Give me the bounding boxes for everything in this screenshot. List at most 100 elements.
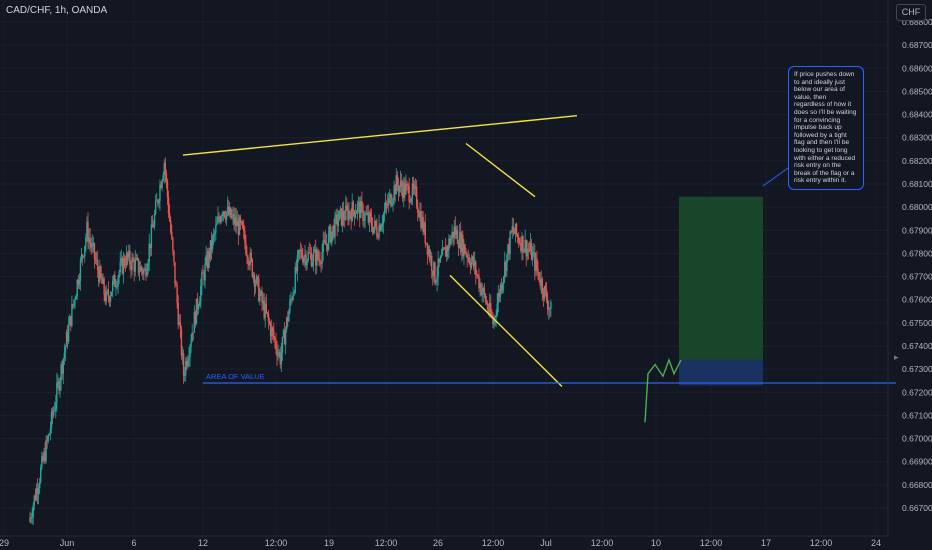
- candle-body: [254, 283, 257, 287]
- candle-body: [381, 223, 383, 227]
- candle-body: [469, 263, 472, 268]
- currency-button[interactable]: CHF: [896, 4, 926, 21]
- candle-body: [419, 211, 421, 218]
- candle-body: [193, 312, 196, 333]
- candle-body: [449, 238, 451, 245]
- candle-body: [51, 411, 54, 416]
- price-axis[interactable]: 0.68800 0.68700 0.68600 0.68500 0.68400 0.683…: [887, 0, 932, 536]
- candle-body: [500, 284, 503, 291]
- candle-body: [101, 276, 103, 284]
- candle-body: [175, 283, 177, 287]
- candle-body: [380, 226, 382, 231]
- candle-body: [472, 256, 475, 267]
- candle-body: [194, 312, 197, 325]
- candle-body: [128, 250, 130, 258]
- area-of-value-label: AREA OF VALUE: [206, 372, 265, 381]
- candle-body: [122, 258, 125, 274]
- candle-body: [383, 210, 386, 215]
- candle-body: [134, 259, 136, 272]
- candle-body: [433, 262, 435, 277]
- price-tick-label: 0.68100: [902, 179, 932, 189]
- price-tick-label: 0.66800: [902, 480, 932, 490]
- candle-body: [304, 254, 306, 258]
- candle-body: [436, 276, 438, 282]
- candle-body: [458, 232, 461, 248]
- candle-body: [263, 300, 265, 318]
- time-tick-label: 19: [324, 538, 334, 548]
- analysis-note[interactable]: If price pushes down to and ideally just…: [788, 66, 864, 190]
- candle-body: [195, 298, 198, 325]
- candle-body: [30, 517, 32, 519]
- candle-body: [354, 213, 357, 218]
- candle-body: [135, 258, 138, 260]
- candle-body: [547, 300, 549, 310]
- price-tick-label: 0.67000: [902, 434, 932, 444]
- candle-body: [402, 187, 404, 198]
- candle-body: [42, 456, 44, 461]
- candle-body: [244, 230, 246, 243]
- candle-body: [61, 364, 63, 374]
- candle-body: [342, 210, 345, 219]
- price-tick-label: 0.68200: [902, 156, 932, 166]
- time-tick-label: 10: [651, 538, 661, 548]
- candle-body: [511, 226, 513, 233]
- time-axis[interactable]: 29 Jun 6 12 12:00 19 12:00 26 12:00 Jul 12:00 10 12:…: [0, 535, 888, 548]
- price-tick-label: 0.67500: [902, 318, 932, 328]
- candle-body: [373, 226, 375, 233]
- candle-body: [407, 184, 409, 186]
- candle-body: [439, 257, 441, 263]
- candle-body: [481, 292, 483, 296]
- candle-body: [453, 226, 455, 238]
- candle-body: [530, 243, 533, 260]
- candle-body: [38, 482, 41, 489]
- scroll-right-icon[interactable]: ▸: [894, 352, 899, 362]
- candle-body: [270, 327, 273, 337]
- candle-body: [312, 251, 315, 262]
- candle-body: [537, 268, 539, 273]
- candle-body: [457, 244, 460, 248]
- candle-body: [71, 304, 73, 326]
- candle-body: [455, 230, 458, 236]
- candle-body: [403, 182, 405, 198]
- candle-body: [266, 312, 269, 314]
- candle-body: [356, 203, 359, 213]
- candle-body: [392, 199, 394, 204]
- time-tick-label: 12:00: [375, 538, 398, 548]
- candle-body: [319, 259, 321, 264]
- symbol-header[interactable]: CAD/CHF, 1h, OANDA: [6, 5, 108, 16]
- candle-body: [391, 203, 393, 206]
- price-tick-label: 0.68000: [902, 202, 932, 212]
- candle-body: [105, 291, 107, 302]
- candle-body: [405, 184, 407, 195]
- candle-body: [75, 295, 77, 300]
- candle-body: [252, 274, 255, 277]
- candle-body: [63, 352, 66, 359]
- candle-body: [220, 216, 222, 223]
- candle-body: [149, 243, 151, 249]
- candle-body: [345, 205, 347, 220]
- candle-body: [224, 216, 227, 220]
- candle-body: [52, 410, 55, 416]
- candle-body: [250, 252, 252, 260]
- candle-body: [292, 293, 294, 300]
- candle-body: [310, 253, 313, 267]
- candle-body: [133, 261, 135, 272]
- candle-body: [57, 381, 59, 383]
- candle-body: [431, 255, 433, 272]
- candle-body: [538, 272, 540, 281]
- candle-body: [370, 217, 373, 227]
- candle-body: [229, 207, 231, 215]
- long-position-stop-zone: [679, 359, 763, 386]
- candle-body: [182, 353, 185, 376]
- candle-body: [236, 220, 238, 227]
- candle-body: [87, 221, 89, 243]
- upper-channel-trendline: [182, 115, 578, 156]
- candle-body: [335, 214, 337, 216]
- candle-body: [492, 317, 494, 325]
- candle-body: [67, 325, 70, 342]
- candle-body: [299, 249, 302, 251]
- candle-body: [36, 488, 39, 495]
- candle-body: [131, 257, 133, 270]
- candle-body: [541, 278, 544, 293]
